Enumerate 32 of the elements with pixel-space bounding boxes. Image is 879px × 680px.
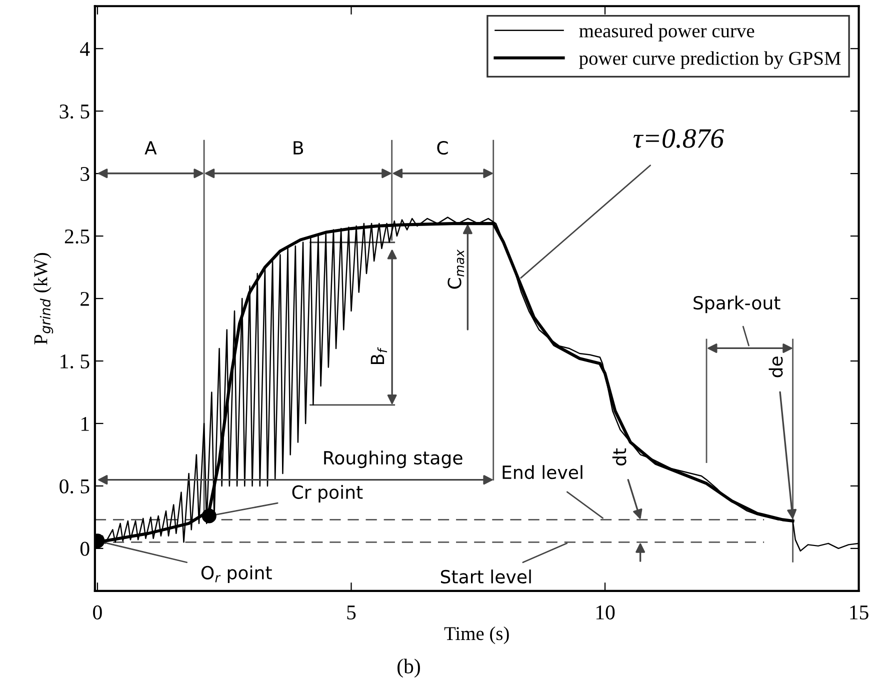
- y-tick-label: 2: [80, 292, 89, 306]
- annotation: C: [437, 140, 448, 155]
- x-tick-label: 0: [93, 605, 102, 620]
- y-tick-label: 1. 5: [60, 354, 90, 369]
- x-tick-label: 15: [850, 606, 868, 620]
- y-tick-label: 3: [80, 166, 90, 181]
- annotation: Cr point: [292, 484, 363, 502]
- annotation: C$_{max}$: [448, 249, 464, 289]
- y-tick-label: 1: [81, 416, 89, 431]
- x-axis-title: Time (s): [444, 626, 509, 644]
- annotation: Roughing stage: [324, 450, 462, 468]
- y-tick-label: 3. 5: [60, 104, 90, 119]
- y-tick-label: 0. 5: [60, 479, 90, 494]
- legend-label: measured power curve: [579, 24, 754, 42]
- y-tick-label: 2.5: [64, 229, 90, 244]
- annotation: dt: [612, 448, 626, 466]
- legend-label: power curve prediction by GPSM: [579, 51, 841, 69]
- y-tick-label: 4: [80, 42, 90, 56]
- x-tick-label: 5: [347, 606, 356, 620]
- annotation: End level: [502, 465, 582, 480]
- y-tick-label: 0: [80, 542, 90, 556]
- annotation: B: [294, 141, 304, 154]
- annotation: de: [768, 356, 783, 378]
- text: (b): [398, 658, 420, 678]
- x-tick-label: 10: [596, 605, 615, 620]
- y-axis-title: P$_{grind}$ (kW): [34, 253, 54, 344]
- annotation: B$_{f}$: [370, 347, 388, 364]
- annotation: τ=0.876: [633, 129, 724, 148]
- annotation: Spark-out: [694, 296, 780, 314]
- annotation: Start level: [440, 570, 531, 584]
- annotation: A: [144, 141, 157, 154]
- annotation: O$_{r}$ point: [201, 566, 272, 583]
